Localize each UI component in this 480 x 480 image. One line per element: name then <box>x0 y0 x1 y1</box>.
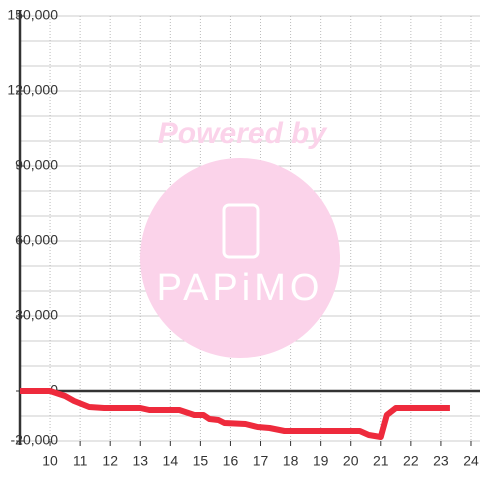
x-tick-label: 12 <box>102 453 118 469</box>
x-tick-label: 10 <box>42 453 58 469</box>
y-tick-label: -20,000 <box>11 432 59 448</box>
x-tick-label: 18 <box>283 453 299 469</box>
x-tick-label: 22 <box>403 453 419 469</box>
y-tick-label: 120,000 <box>7 82 58 98</box>
y-tick-label: 30,000 <box>15 307 58 323</box>
x-tick-label: 14 <box>163 453 179 469</box>
x-tick-label: 15 <box>193 453 209 469</box>
y-tick-label: 90,000 <box>15 157 58 173</box>
watermark-icon <box>222 203 260 259</box>
y-tick-label: 60,000 <box>15 232 58 248</box>
x-tick-label: 13 <box>132 453 148 469</box>
line <box>20 388 450 440</box>
x-tick-label: 21 <box>373 453 389 469</box>
x-tick-label: 16 <box>223 453 239 469</box>
y-tick-label: 150,000 <box>7 7 58 23</box>
x-tick-label: 17 <box>253 453 269 469</box>
x-tick-label: 23 <box>433 453 449 469</box>
watermark-title: Powered by <box>158 117 328 150</box>
x-tick-label: 20 <box>343 453 359 469</box>
x-tick-label: 19 <box>313 453 329 469</box>
x-tick-label: 11 <box>73 453 88 469</box>
watermark-logo: PAPiMO <box>157 267 324 309</box>
x-tick-label: 24 <box>463 453 479 469</box>
